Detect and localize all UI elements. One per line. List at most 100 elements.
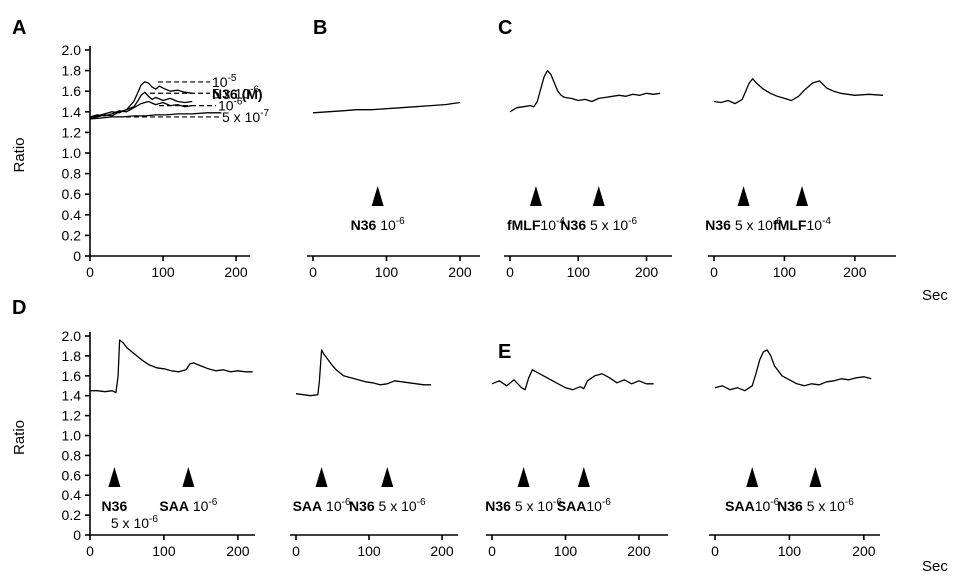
- panel-a: A 0 100 200 0 0.2 0.4 0.6 0.8 1.0 1.2 1.4 1.6 1.8 2.0 R…: [11, 17, 269, 280]
- trace-series-1: [90, 339, 253, 394]
- stimulus-conc: 5 x 10: [111, 515, 149, 531]
- x-tick-label: 200: [448, 264, 472, 280]
- stimulus-name: SAA: [159, 498, 189, 514]
- y-tick-label: 1.8: [62, 348, 82, 364]
- concentration-label: 10-5: [212, 73, 237, 90]
- stimulus-arrow: [371, 186, 384, 206]
- stimulus-arrow: [315, 467, 328, 487]
- x-tick-label: 100: [554, 543, 578, 559]
- trace-series-1: [509, 69, 661, 113]
- trace-series-2: [89, 91, 193, 119]
- stimulus-name: SAA: [293, 498, 323, 514]
- stimulus-conc: 5 x 10: [586, 217, 628, 233]
- stimulus-exp: -6: [553, 497, 562, 508]
- stimulus-name: N36: [351, 217, 377, 233]
- stimulus-arrow: [737, 186, 750, 206]
- label-exponent: -7: [260, 108, 269, 119]
- label-exponent: -6: [250, 84, 259, 95]
- stimulus-conc: 10: [376, 217, 396, 233]
- stimulus-label: N36 5 x 10-6: [777, 497, 854, 514]
- y-tick-label: 1.0: [62, 145, 82, 161]
- label-base: 10: [212, 74, 228, 90]
- stimulus-label: SAA10-6: [557, 497, 611, 514]
- y-tick-label: 0: [73, 527, 81, 543]
- stimulus-arrow: [796, 186, 809, 206]
- y-tick-label: 0: [73, 248, 81, 264]
- x-tick-label: 100: [357, 543, 381, 559]
- legend-title: N36 (M): [212, 86, 263, 102]
- y-tick-label: 0.4: [62, 207, 82, 223]
- x-tick-label: 100: [151, 264, 175, 280]
- stimulus-name: SAA: [725, 498, 755, 514]
- panel-letter-c: C: [498, 17, 512, 39]
- stimulus-arrow: [592, 186, 605, 206]
- stimulus-label: N36 5 x 10-6: [705, 216, 782, 233]
- stimulus-conc: 5 x 10: [375, 498, 417, 514]
- stimulus-exp: -6: [770, 497, 779, 508]
- label-exponent: -5: [228, 73, 237, 84]
- x-tick-label: 0: [711, 543, 719, 559]
- stimulus-name: N36: [705, 217, 731, 233]
- stimulus-exp: -6: [845, 497, 854, 508]
- x-tick-label: 200: [852, 543, 876, 559]
- y-tick-label: 1.2: [62, 124, 82, 140]
- x-tick-label: 100: [152, 543, 176, 559]
- stimulus-exp: -4: [822, 216, 831, 227]
- stimulus-arrow: [577, 467, 590, 487]
- x-tick-label: 200: [627, 543, 651, 559]
- stimulus-exp: -6: [396, 216, 405, 227]
- concentration-label: 10-6: [218, 97, 243, 114]
- panels: A0 100 20000.20.40.60.81.01.21.41.61.82.0R…: [11, 17, 896, 559]
- y-tick-label: 1.4: [62, 104, 82, 120]
- x-tick-label: 200: [635, 264, 659, 280]
- y-tick-label: 1.4: [62, 388, 82, 404]
- stimulus-name: N36: [560, 217, 586, 233]
- trace-series-1: [491, 369, 654, 391]
- x-tick-label: 0: [488, 543, 496, 559]
- stimulus-exp: -6: [149, 514, 158, 525]
- label-exponent: -6: [234, 97, 243, 108]
- panel-letter-b: B: [313, 17, 327, 39]
- x-tick-label: 200: [226, 543, 250, 559]
- stimulus-name: N36: [102, 498, 128, 514]
- stimulus-conc: 10: [322, 498, 342, 514]
- stimulus-conc: 10: [540, 217, 556, 233]
- stimulus-exp: -6: [342, 497, 351, 508]
- x-tick-label: 0: [506, 264, 514, 280]
- x-tick-label: 100: [567, 264, 591, 280]
- y-tick-label: 0.6: [62, 467, 82, 483]
- y-tick-label: 2.0: [62, 328, 82, 344]
- y-tick-label: 2.0: [62, 42, 82, 58]
- stimulus-label: N36 5 x 10-6: [560, 216, 637, 233]
- y-tick-label: 1.6: [62, 368, 82, 384]
- panel-letter-d: D: [12, 297, 26, 319]
- y-tick-label: 1.2: [62, 408, 82, 424]
- x-tick-label: 200: [843, 264, 867, 280]
- y-tick-label: 0.8: [62, 447, 82, 463]
- stimulus-arrow: [108, 467, 121, 487]
- stimulus-arrow: [529, 186, 542, 206]
- x-tick-label: 100: [375, 264, 399, 280]
- stimulus-name: fMLF: [773, 217, 807, 233]
- y-axis-title: Ratio: [11, 137, 28, 172]
- stimulus-label: N36 10-6: [351, 216, 405, 233]
- stimulus-label: SAA 10-6: [293, 497, 351, 514]
- panel-letter-a: A: [12, 17, 26, 39]
- trace-series-1: [714, 349, 872, 392]
- trace-series-1: [295, 349, 432, 397]
- stimulus-label: N36 5 x 10-6: [349, 497, 426, 514]
- concentration-label: 5 x 10-7: [222, 108, 269, 125]
- stimulus-conc: 10: [586, 498, 602, 514]
- stimulus-arrow: [182, 467, 195, 487]
- stimulus-exp: -6: [628, 216, 637, 227]
- stimulus-conc: 10: [755, 498, 771, 514]
- y-tick-label: 1.6: [62, 83, 82, 99]
- label-base: 10: [218, 98, 234, 114]
- x-tick-label: 100: [778, 543, 802, 559]
- stimulus-label: fMLF10-4: [773, 216, 831, 233]
- stimulus-name: fMLF: [507, 217, 541, 233]
